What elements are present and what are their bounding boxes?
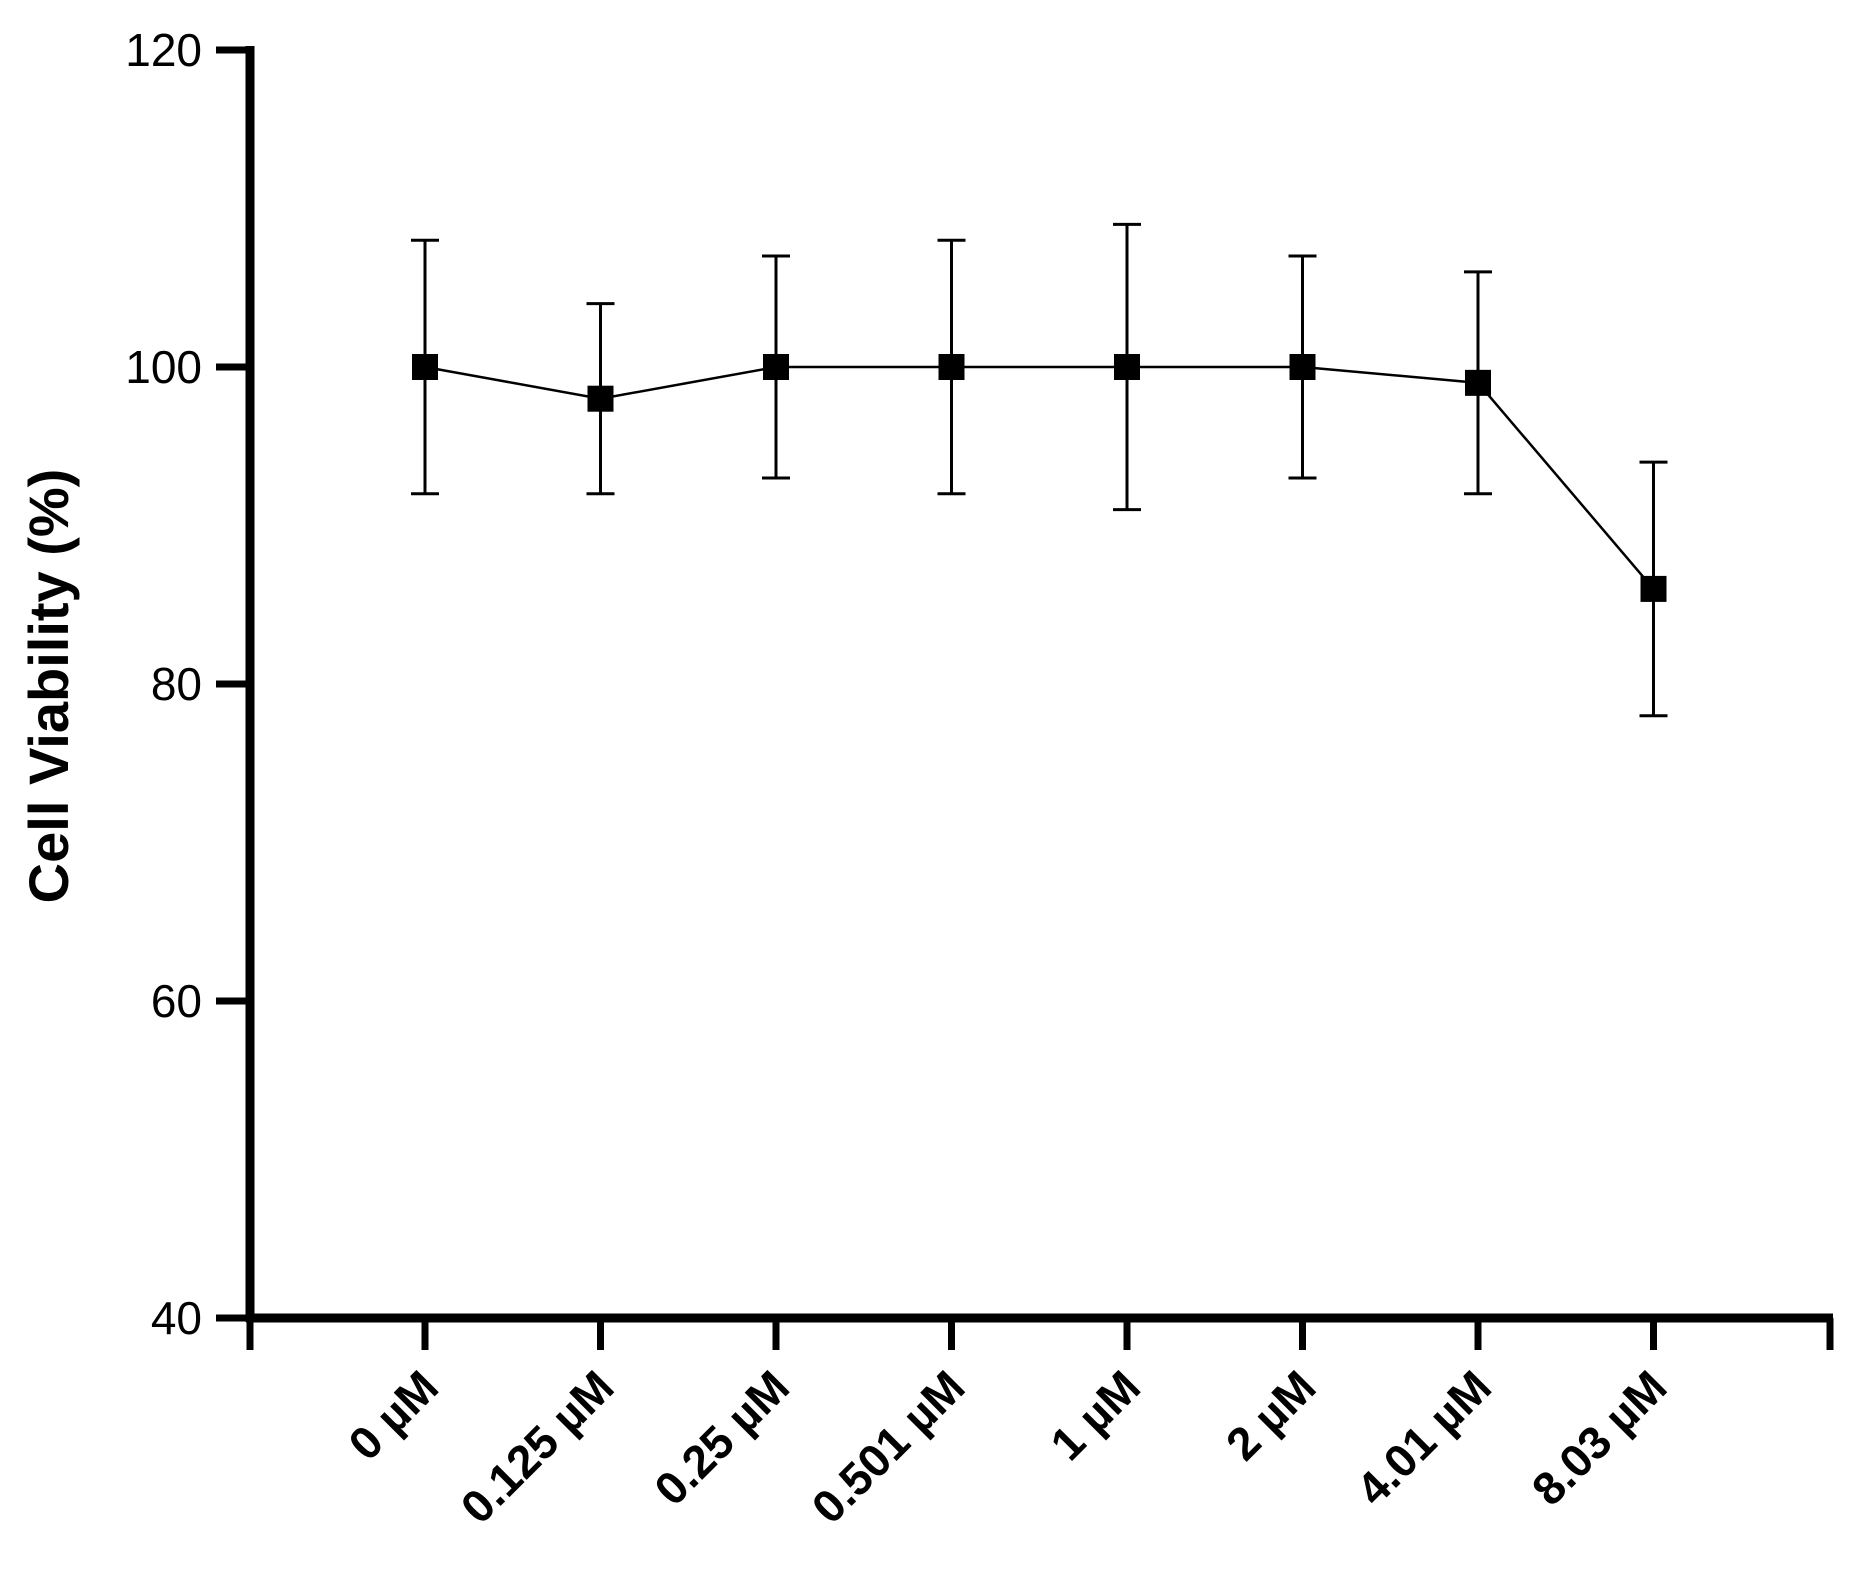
y-axis-title: Cell Viability (%) (17, 469, 80, 904)
axis-labels: Cell Viability (%) (17, 469, 80, 904)
y-tick-label-60: 60 (151, 975, 202, 1027)
data-point (1465, 369, 1491, 396)
data-point (1114, 354, 1140, 380)
data-markers (412, 354, 1667, 602)
x-axis-ticks: 0 µM 0.125 µM 0.25 µM 0.501 µM 1 µM 2 µM 4.01 … (246, 1318, 1834, 1533)
x-category-label: 2 µM (1216, 1360, 1326, 1470)
y-axis-ticks: 40 60 80 100 120 (125, 24, 250, 1344)
x-category-label: 0 µM (338, 1360, 448, 1470)
series-line-group (424, 365, 1655, 590)
data-point (412, 354, 438, 380)
y-tick-label-80: 80 (151, 658, 202, 710)
data-point (1640, 575, 1667, 602)
x-category-label: 1 µM (1040, 1360, 1150, 1470)
y-tick-label-120: 120 (125, 24, 202, 76)
y-tick-label-40: 40 (151, 1292, 202, 1344)
x-category-label: 4.01 µM (1346, 1360, 1501, 1515)
data-point (1289, 354, 1316, 380)
x-category-label: 0.501 µM (802, 1360, 975, 1533)
series-line (424, 365, 1655, 590)
x-category-label: 8.03 µM (1522, 1360, 1677, 1515)
x-category-label: 0.25 µM (644, 1360, 799, 1515)
axes (245, 46, 1833, 1323)
data-point (763, 354, 789, 380)
error-bars (411, 222, 1668, 718)
y-tick-label-100: 100 (125, 341, 202, 393)
x-category-label: 0.125 µM (451, 1360, 624, 1533)
data-point (587, 385, 614, 412)
data-point (938, 354, 965, 380)
